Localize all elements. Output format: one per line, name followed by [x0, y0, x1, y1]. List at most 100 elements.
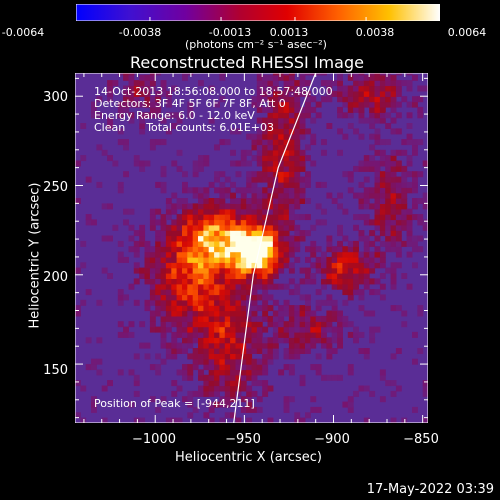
heatmap-cell [214, 390, 220, 397]
heatmap-cell [224, 192, 231, 199]
heatmap-cell [155, 369, 162, 376]
heatmap-cell [219, 299, 226, 306]
heatmap-cell [187, 112, 194, 119]
heatmap-cell [230, 396, 236, 403]
heatmap-cell [187, 256, 194, 263]
heatmap-cell [321, 331, 327, 338]
heatmap-cell [278, 192, 285, 199]
heatmap-cell [315, 369, 322, 376]
heatmap-cell [305, 80, 311, 87]
heatmap-cell [326, 267, 333, 274]
heatmap-cell [358, 181, 365, 188]
heatmap-cell [251, 176, 258, 183]
heatmap-cell [278, 133, 285, 140]
heatmap-cell [272, 101, 279, 108]
heatmap-cell [107, 273, 113, 279]
heatmap-cell [374, 181, 381, 188]
heatmap-cell [363, 101, 370, 108]
heatmap-cell [240, 289, 247, 296]
heatmap-cell [342, 401, 349, 408]
heatmap-cell [374, 171, 381, 178]
heatmap-cell [139, 165, 146, 172]
heatmap-cell [267, 417, 274, 423]
heatmap-cell [299, 278, 306, 285]
heatmap-cell [171, 342, 178, 349]
heatmap-cell [385, 160, 392, 167]
heatmap-cell [117, 106, 124, 113]
heatmap-cell [160, 117, 167, 124]
heatmap-cell [390, 235, 397, 242]
heatmap-cell [251, 198, 258, 204]
heatmap-cell [230, 412, 236, 419]
heatmap-cell [283, 348, 290, 354]
heatmap-cell [374, 187, 381, 194]
heatmap-cell [240, 203, 247, 210]
heatmap-cell [395, 165, 402, 172]
heatmap-cell [299, 315, 306, 322]
heatmap-cell [406, 101, 413, 108]
heatmap-cell [342, 289, 349, 296]
heatmap-cell [224, 208, 231, 215]
heatmap-cell [144, 251, 151, 258]
heatmap-cell [219, 74, 226, 81]
heatmap-cell [347, 406, 354, 413]
heatmap-cell [262, 283, 269, 290]
heatmap-cell [283, 208, 290, 215]
heatmap-cell [294, 133, 301, 140]
heatmap-cell [267, 192, 274, 199]
heatmap-cell [347, 369, 354, 376]
heatmap-cell [272, 192, 279, 199]
heatmap-cell [101, 203, 108, 210]
heatmap-cell [256, 331, 263, 338]
heatmap-cell [326, 240, 333, 247]
heatmap-cell [203, 358, 210, 365]
heatmap-cell [235, 342, 242, 349]
heatmap-cell [176, 417, 183, 423]
heatmap-cell [283, 149, 290, 156]
heatmap-cell [224, 369, 231, 376]
heatmap-cell [203, 267, 210, 274]
heatmap-cell [283, 364, 290, 371]
heatmap-cell [219, 305, 226, 312]
heatmap-cell [412, 235, 418, 242]
heatmap-cell [192, 165, 199, 172]
heatmap-cell [176, 273, 183, 279]
heatmap-cell [155, 310, 162, 317]
heatmap-cell [235, 337, 242, 344]
heatmap-cell [379, 224, 386, 231]
heatmap-cell [267, 112, 274, 119]
heatmap-cell [272, 208, 279, 215]
heatmap-cell [347, 331, 354, 338]
heatmap-cell [401, 214, 408, 221]
heatmap-cell [278, 283, 285, 290]
heatmap-cell [198, 289, 204, 296]
heatmap-cell [182, 374, 188, 381]
heatmap-cell [80, 385, 87, 392]
heatmap-cell [288, 203, 295, 210]
heatmap-cell [267, 139, 274, 146]
heatmap-cell [219, 374, 226, 381]
heatmap-cell [288, 96, 295, 103]
heatmap-cell [374, 112, 381, 119]
heatmap-cell [165, 224, 172, 231]
heatmap-cell [251, 278, 258, 285]
heatmap-cell [417, 112, 424, 119]
heatmap-cell [283, 106, 290, 113]
heatmap-cell [283, 283, 290, 290]
heatmap-cell [187, 101, 194, 108]
heatmap-cell [192, 267, 199, 274]
heatmap-cell [149, 326, 156, 333]
heatmap-cell [267, 106, 274, 113]
heatmap-cell [107, 80, 113, 87]
heatmap-cell [230, 224, 236, 231]
heatmap-cell [305, 230, 311, 237]
heatmap-cell [412, 74, 418, 81]
heatmap-cell [230, 128, 236, 135]
heatmap-cell [203, 224, 210, 231]
heatmap-cell [149, 224, 156, 231]
heatmap-cell [208, 342, 215, 349]
heatmap-cell [315, 315, 322, 322]
heatmap-cell [278, 240, 285, 247]
heatmap-cell [272, 251, 279, 258]
heatmap-cell [256, 273, 263, 279]
